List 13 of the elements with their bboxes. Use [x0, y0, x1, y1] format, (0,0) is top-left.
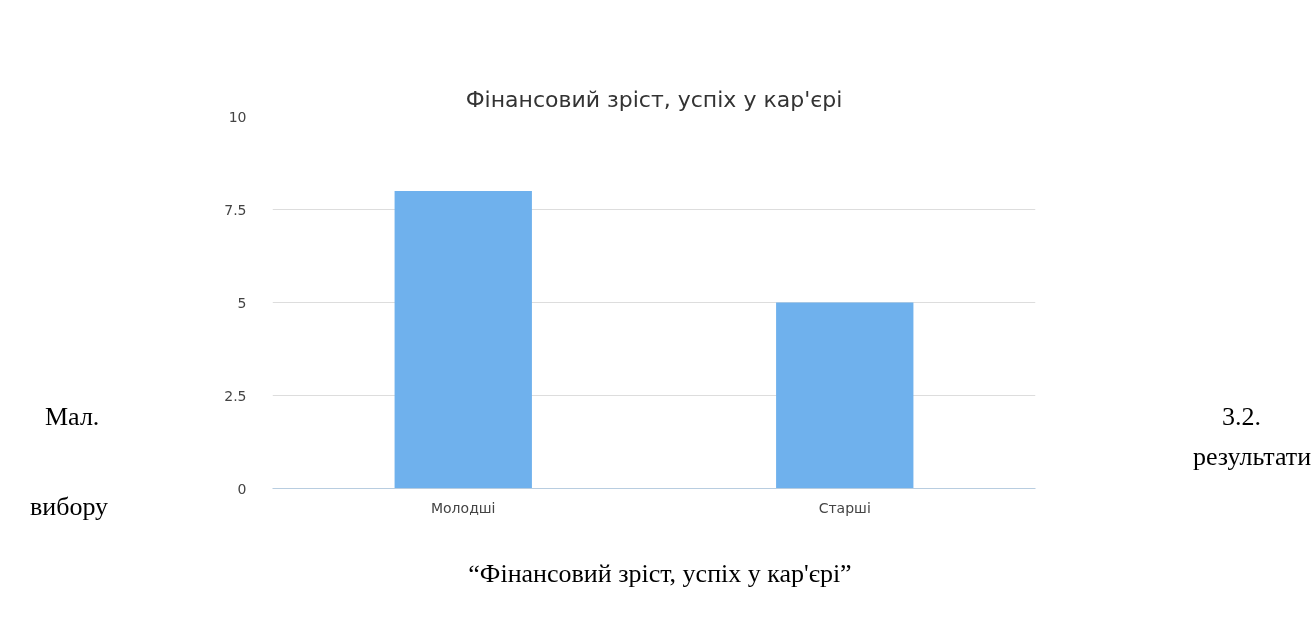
chart-title: Фінансовий зріст, успіх у кар'єрі: [465, 86, 843, 112]
text: вибору: [30, 491, 109, 523]
y-tick-label: 2.5: [224, 387, 247, 404]
y-tick-label: 10: [228, 108, 247, 125]
y-tick-label: 7.5: [224, 201, 247, 218]
text: 3.2.: [1222, 401, 1261, 433]
y-tick-label: 5: [237, 294, 247, 311]
x-tick-label: Молодші: [430, 499, 496, 516]
x-tick-label: Старші: [818, 499, 871, 516]
text: Мал.: [45, 401, 100, 433]
y-tick-label: 0: [237, 480, 247, 497]
text: результати: [1193, 441, 1312, 473]
text: “Фінансовий зріст, успіх у кар'єрі”: [467, 558, 853, 590]
